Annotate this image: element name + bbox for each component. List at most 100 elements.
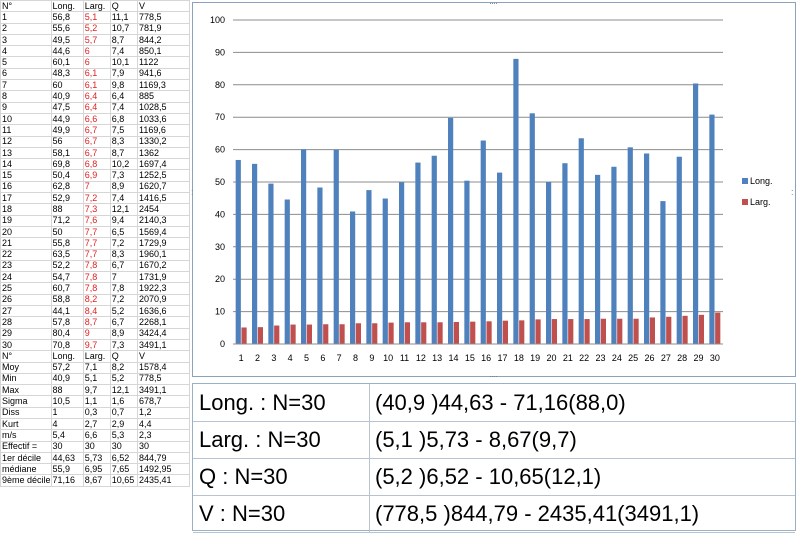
cell[interactable]: 1 bbox=[50, 406, 84, 419]
cell[interactable]: 6,6 bbox=[82, 429, 111, 442]
cell[interactable]: 6,4 bbox=[82, 101, 111, 114]
cell[interactable]: 1028,5 bbox=[137, 101, 190, 114]
cell[interactable]: 7,2 bbox=[82, 192, 111, 205]
cell[interactable]: 6,7 bbox=[109, 259, 139, 273]
cell[interactable]: 62,8 bbox=[50, 180, 84, 194]
cell[interactable]: 4 bbox=[0, 45, 52, 58]
stat-row[interactable]: Long. : N=30 (40,9 )44,63 - 71,16(88,0) bbox=[193, 384, 795, 422]
cell[interactable]: 18 bbox=[0, 203, 52, 216]
cell[interactable]: N° bbox=[0, 350, 52, 363]
cell[interactable]: Sigma bbox=[0, 395, 52, 408]
cell[interactable]: 7,4 bbox=[109, 45, 139, 58]
cell[interactable]: 1416,5 bbox=[137, 192, 190, 205]
cell[interactable]: 2 bbox=[0, 22, 52, 35]
cell[interactable]: 49,9 bbox=[50, 124, 84, 137]
cell[interactable]: 19 bbox=[0, 214, 52, 227]
cell[interactable]: 6,7 bbox=[82, 124, 111, 137]
cell[interactable]: 6,8 bbox=[109, 112, 139, 126]
cell[interactable]: 50,4 bbox=[50, 169, 84, 182]
cell[interactable]: 40,9 bbox=[50, 90, 84, 103]
cell[interactable]: 5,2 bbox=[82, 22, 111, 35]
cell[interactable]: 7,4 bbox=[109, 101, 139, 114]
cell[interactable]: 12,1 bbox=[109, 384, 139, 397]
cell[interactable]: 8,9 bbox=[109, 327, 139, 340]
cell[interactable]: m/s bbox=[0, 429, 52, 442]
cell[interactable]: 7,65 bbox=[109, 463, 139, 476]
cell[interactable]: N° bbox=[0, 0, 52, 13]
cell[interactable]: 6,9 bbox=[82, 169, 111, 182]
cell[interactable]: 8,67 bbox=[82, 474, 111, 487]
cell[interactable]: 5,2 bbox=[109, 305, 139, 318]
cell[interactable]: 27 bbox=[0, 305, 52, 318]
cell[interactable]: 5,4 bbox=[50, 429, 84, 442]
cell[interactable]: 7,4 bbox=[109, 192, 139, 205]
cell[interactable]: 8,7 bbox=[82, 316, 111, 329]
cell[interactable]: 3491,1 bbox=[137, 338, 190, 352]
cell[interactable]: 8,7 bbox=[109, 146, 139, 160]
cell[interactable]: 1731,9 bbox=[137, 271, 190, 284]
cell[interactable]: 71,2 bbox=[50, 214, 84, 227]
cell[interactable]: 24 bbox=[0, 271, 52, 284]
cell[interactable]: 6 bbox=[82, 45, 111, 58]
cell[interactable]: 17 bbox=[0, 192, 52, 205]
cell[interactable]: 6,7 bbox=[109, 316, 139, 329]
cell[interactable]: 1,1 bbox=[82, 395, 111, 408]
cell[interactable]: médiane bbox=[0, 463, 52, 476]
cell[interactable]: 57,2 bbox=[50, 361, 84, 374]
cell[interactable]: 5,2 bbox=[109, 372, 139, 386]
cell[interactable]: 6 bbox=[82, 56, 111, 69]
cell[interactable]: 6,52 bbox=[109, 451, 139, 465]
cell[interactable]: V bbox=[137, 0, 190, 13]
cell[interactable]: 844,79 bbox=[137, 451, 190, 465]
cell[interactable]: 0,7 bbox=[109, 406, 139, 419]
cell[interactable]: 8,4 bbox=[82, 305, 111, 318]
cell[interactable]: 70,8 bbox=[50, 338, 84, 352]
cell[interactable]: 6 bbox=[0, 67, 52, 81]
cell[interactable]: 7,2 bbox=[109, 237, 139, 250]
cell[interactable]: 7,6 bbox=[82, 214, 111, 227]
cell[interactable]: 10,7 bbox=[109, 22, 139, 35]
cell[interactable]: 1670,2 bbox=[137, 259, 190, 273]
cell[interactable]: 1697,4 bbox=[137, 158, 190, 171]
cell[interactable]: 3491,1 bbox=[137, 384, 190, 397]
cell[interactable]: 7,3 bbox=[109, 169, 139, 182]
cell[interactable]: 48,3 bbox=[50, 67, 84, 81]
cell[interactable]: 60,1 bbox=[50, 56, 84, 69]
cell[interactable]: 9,7 bbox=[82, 384, 111, 397]
cell[interactable]: 7,8 bbox=[82, 271, 111, 284]
cell[interactable]: 6,5 bbox=[109, 225, 139, 239]
cell[interactable]: Long. bbox=[50, 0, 84, 13]
cell[interactable]: Q bbox=[109, 350, 139, 363]
cell[interactable]: 8,3 bbox=[109, 135, 139, 148]
cell[interactable]: 5,1 bbox=[82, 11, 111, 24]
cell[interactable]: Diss bbox=[0, 406, 52, 419]
cell[interactable]: 0,3 bbox=[82, 406, 111, 419]
cell[interactable]: 1169,6 bbox=[137, 124, 190, 137]
cell[interactable]: 9 bbox=[0, 101, 52, 114]
cell[interactable]: 8,2 bbox=[82, 293, 111, 307]
cell[interactable]: 7,7 bbox=[82, 237, 111, 250]
cell[interactable]: 1330,2 bbox=[137, 135, 190, 148]
cell[interactable]: 2,9 bbox=[109, 417, 139, 431]
cell[interactable]: 30 bbox=[109, 440, 139, 453]
cell[interactable]: 10,1 bbox=[109, 56, 139, 69]
cell[interactable]: 54,7 bbox=[50, 271, 84, 284]
cell[interactable]: 2070,9 bbox=[137, 293, 190, 307]
cell[interactable]: 40,9 bbox=[50, 372, 84, 386]
cell[interactable]: 71,16 bbox=[50, 474, 84, 487]
resize-handle-right[interactable]: : bbox=[791, 187, 793, 197]
cell[interactable]: 5 bbox=[0, 56, 52, 69]
cell[interactable]: 7,8 bbox=[109, 282, 139, 295]
cell[interactable]: 850,1 bbox=[137, 45, 190, 58]
cell[interactable]: 60 bbox=[50, 79, 84, 92]
cell[interactable]: 44,6 bbox=[50, 45, 84, 58]
cell[interactable]: 7 bbox=[82, 180, 111, 194]
cell[interactable]: 23 bbox=[0, 259, 52, 273]
cell[interactable]: 58,8 bbox=[50, 293, 84, 307]
cell[interactable]: 6,4 bbox=[109, 90, 139, 103]
cell[interactable]: 1 bbox=[0, 11, 52, 24]
cell[interactable]: Q bbox=[109, 0, 139, 13]
cell[interactable]: 12,1 bbox=[109, 203, 139, 216]
cell[interactable]: 14 bbox=[0, 158, 52, 171]
cell[interactable]: 28 bbox=[0, 316, 52, 329]
